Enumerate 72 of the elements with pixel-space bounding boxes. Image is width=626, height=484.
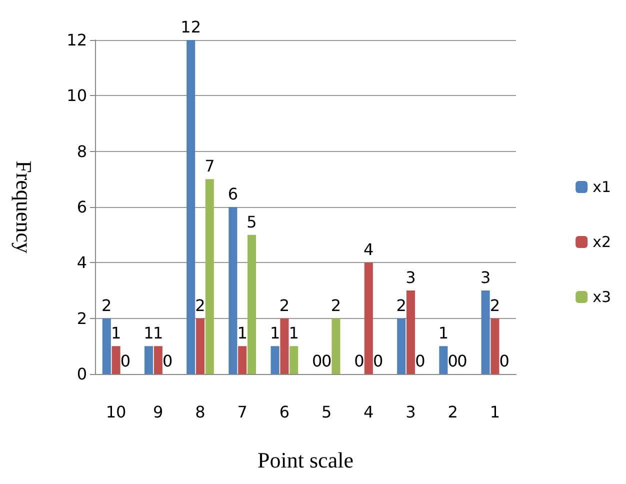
data-label: 1 bbox=[270, 324, 280, 343]
data-label: 0 bbox=[312, 352, 322, 370]
x-axis-title: Point scale bbox=[258, 448, 354, 472]
x-tick-label: 2 bbox=[448, 402, 458, 422]
bar bbox=[397, 318, 406, 374]
legend-label: x2 bbox=[592, 233, 611, 251]
data-label: 2 bbox=[195, 296, 206, 315]
bar bbox=[364, 262, 373, 374]
bar bbox=[439, 346, 448, 374]
data-label: 1 bbox=[153, 324, 164, 343]
legend-label: x1 bbox=[592, 178, 611, 196]
data-label: 5 bbox=[246, 212, 257, 232]
bar bbox=[186, 40, 196, 374]
x-tick-label: 3 bbox=[406, 402, 416, 422]
bar bbox=[228, 207, 238, 374]
bar bbox=[196, 318, 205, 374]
bar bbox=[270, 346, 280, 374]
data-label: 1 bbox=[144, 324, 154, 343]
data-label: 6 bbox=[228, 184, 238, 204]
y-tick-label: 0 bbox=[76, 364, 87, 384]
data-label: 1 bbox=[438, 324, 449, 343]
data-label: 2 bbox=[330, 296, 342, 315]
data-label: 0 bbox=[415, 352, 426, 370]
bar bbox=[205, 179, 214, 374]
data-label: 0 bbox=[499, 352, 510, 370]
data-label: 2 bbox=[279, 296, 290, 315]
data-label: 0 bbox=[321, 352, 332, 370]
bar bbox=[490, 318, 500, 374]
bar bbox=[154, 346, 162, 374]
data-label: 3 bbox=[480, 268, 491, 287]
data-label: 0 bbox=[448, 352, 458, 370]
x-tick-label: 10 bbox=[106, 402, 126, 422]
legend-label: x3 bbox=[592, 288, 611, 306]
y-tick-label: 10 bbox=[66, 86, 87, 106]
y-tick-label: 12 bbox=[66, 30, 87, 50]
data-label: 0 bbox=[354, 352, 364, 370]
x-tick-label: 6 bbox=[279, 402, 290, 422]
bar bbox=[144, 346, 154, 374]
data-label: 1 bbox=[237, 324, 248, 343]
data-label: 2 bbox=[490, 296, 500, 315]
bar bbox=[112, 346, 120, 374]
x-tick-label: 5 bbox=[321, 402, 332, 422]
data-label: 0 bbox=[162, 352, 173, 370]
y-tick-label: 4 bbox=[76, 253, 87, 272]
bar bbox=[332, 318, 340, 374]
y-tick-label: 6 bbox=[76, 198, 87, 216]
data-label: 12 bbox=[180, 18, 202, 36]
x-tick-label: 4 bbox=[364, 402, 374, 422]
bar bbox=[406, 290, 416, 374]
x-tick-label: 1 bbox=[490, 402, 500, 422]
data-label: 1 bbox=[110, 324, 122, 343]
x-tick-label: 7 bbox=[237, 402, 248, 422]
y-axis-title: Frequency bbox=[12, 160, 36, 254]
bar bbox=[290, 346, 298, 374]
y-tick-label: 8 bbox=[76, 142, 87, 161]
y-tick-label: 2 bbox=[76, 308, 87, 328]
x-tick-label: 9 bbox=[153, 402, 164, 422]
bar bbox=[238, 346, 247, 374]
data-label: 1 bbox=[288, 324, 299, 343]
data-label: 3 bbox=[406, 268, 416, 287]
x-tick-label: 8 bbox=[195, 402, 206, 422]
data-label: 0 bbox=[372, 352, 384, 370]
bar bbox=[247, 234, 256, 374]
data-label: 2 bbox=[102, 296, 112, 315]
data-label: 0 bbox=[457, 352, 468, 370]
bar bbox=[102, 318, 111, 374]
data-label: 2 bbox=[396, 296, 406, 315]
data-label: 7 bbox=[204, 156, 215, 176]
bar bbox=[481, 290, 490, 374]
data-label: 0 bbox=[120, 352, 131, 370]
bar bbox=[280, 318, 289, 374]
data-label: 4 bbox=[364, 240, 374, 260]
